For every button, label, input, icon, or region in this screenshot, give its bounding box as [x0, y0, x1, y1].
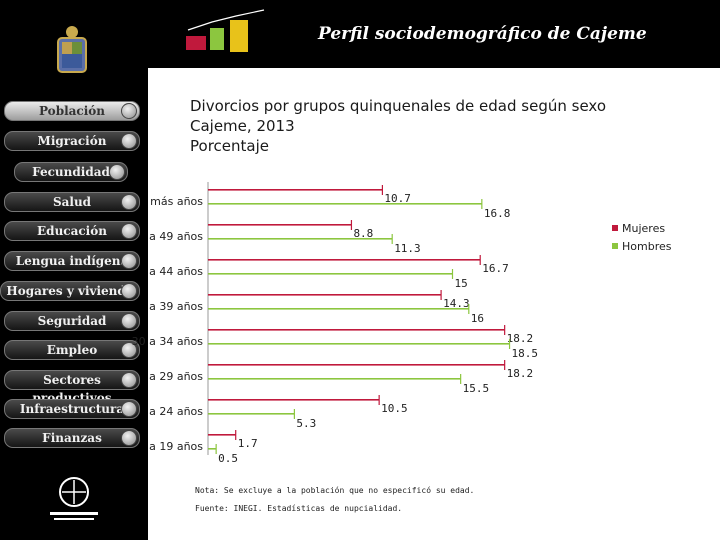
category-label: a 39 años [149, 300, 203, 313]
data-label: 1.7 [238, 437, 258, 450]
sidebar-item-label: Educación [37, 224, 107, 238]
sidebar-item-8[interactable]: Empleo [4, 340, 140, 360]
data-label: 16 [471, 312, 484, 325]
sidebar-item-label: Infraestructura [19, 402, 125, 416]
category-label: a 24 años [149, 405, 203, 418]
data-label: 8.8 [353, 227, 373, 240]
chart-subtitle: Cajeme, 2013 [190, 117, 295, 135]
sidebar-item-label: Salud [52, 195, 92, 209]
bar-hombres [208, 203, 482, 205]
bar-hombres [208, 413, 295, 415]
bar-mujeres [208, 189, 383, 191]
sidebar-item-label: Población [38, 104, 106, 118]
bar-mujeres [208, 224, 352, 226]
chevron-knob-icon [121, 342, 137, 358]
chevron-knob-icon [121, 194, 137, 210]
sidebar-item-label: Empleo [46, 343, 98, 357]
data-label: 14.3 [443, 297, 470, 310]
bar-hombres [208, 448, 217, 450]
sidebar-item-label: Lengua indígena [15, 254, 129, 268]
sidebar-item-label: Seguridad [37, 314, 107, 328]
bar-chart-logo-icon [186, 9, 265, 52]
category-label: a 19 años [149, 440, 203, 453]
sidebar-item-label: Hogares y vivienda [6, 284, 134, 298]
bar-hombres [208, 273, 453, 275]
category-label: más años [150, 195, 203, 208]
chevron-knob-icon [121, 401, 137, 417]
sidebar-item-1[interactable]: Migración [4, 131, 140, 151]
data-label: 5.3 [296, 417, 316, 430]
chevron-knob-icon [121, 253, 137, 269]
bar-mujeres [208, 294, 442, 296]
legend-swatch [612, 243, 618, 249]
data-label: 10.7 [384, 192, 411, 205]
category-label: a 44 años [149, 265, 203, 278]
chevron-knob-icon [121, 223, 137, 239]
coat-of-arms-icon [57, 26, 87, 73]
chart-title: Divorcios por grupos quinquenales de eda… [190, 96, 606, 156]
chart-unit: Porcentaje [190, 137, 269, 155]
bar-hombres [208, 378, 461, 380]
sidebar-item-3[interactable]: Salud [4, 192, 140, 212]
data-label: 16.8 [484, 207, 511, 220]
sidebar-item-label: Fecundidad [32, 165, 110, 179]
data-label: 18.2 [507, 367, 534, 380]
category-label: a 29 años [149, 370, 203, 383]
chevron-knob-icon [121, 313, 137, 329]
source-text: Fuente: INEGI. Estadísticas de nupcialid… [195, 504, 403, 513]
data-label: 18.5 [512, 347, 539, 360]
legend-label: Hombres [622, 240, 672, 253]
chevron-knob-icon [109, 164, 125, 180]
sidebar-item-label: Migración [37, 134, 107, 148]
sidebar: Población Migración Fecundidad Salud Educaci… [0, 0, 148, 540]
note-text: Nota: Se excluye a la población que no e… [195, 486, 475, 495]
category-label: 30 a 34 años [132, 335, 204, 348]
sidebar-item-6[interactable]: Hogares y vivienda [0, 281, 140, 301]
chevron-knob-icon [121, 430, 137, 446]
data-label: 15 [455, 277, 468, 290]
bar-hombres [208, 308, 469, 310]
bar-mujeres [208, 364, 505, 366]
inegi-logo-icon [50, 477, 98, 520]
data-label: 18.2 [507, 332, 534, 345]
sidebar-item-4[interactable]: Educación [4, 221, 140, 241]
bar-hombres [208, 343, 510, 345]
sidebar-item-7[interactable]: Seguridad [4, 311, 140, 331]
data-label: 0.5 [218, 452, 238, 465]
data-label: 15.5 [463, 382, 490, 395]
chevron-knob-icon [121, 283, 137, 299]
sidebar-item-11[interactable]: Finanzas [4, 428, 140, 448]
bar-mujeres [208, 329, 505, 331]
bar-hombres [208, 238, 393, 240]
bar-mujeres [208, 259, 481, 261]
chart-title-line: Divorcios por grupos quinquenales de eda… [190, 97, 607, 115]
sidebar-item-label: Finanzas [42, 431, 102, 445]
sidebar-item-5[interactable]: Lengua indígena [4, 251, 140, 271]
sidebar-item-10[interactable]: Infraestructura [4, 399, 140, 419]
category-label: a 49 años [149, 230, 203, 243]
data-label: 11.3 [394, 242, 421, 255]
data-label: 16.7 [482, 262, 509, 275]
legend-label: Mujeres [622, 222, 665, 235]
sidebar-item-2[interactable]: Fecundidad [14, 162, 128, 182]
bar-mujeres [208, 434, 236, 436]
data-label: 10.5 [381, 402, 408, 415]
chevron-knob-icon [121, 133, 137, 149]
header-title: Perfil sociodemográfico de Cajeme [318, 24, 647, 44]
sidebar-item-0[interactable]: Población [4, 101, 140, 121]
bar-mujeres [208, 399, 380, 401]
chevron-knob-icon [121, 103, 137, 119]
legend-swatch [612, 225, 618, 231]
chevron-knob-icon [121, 372, 137, 388]
